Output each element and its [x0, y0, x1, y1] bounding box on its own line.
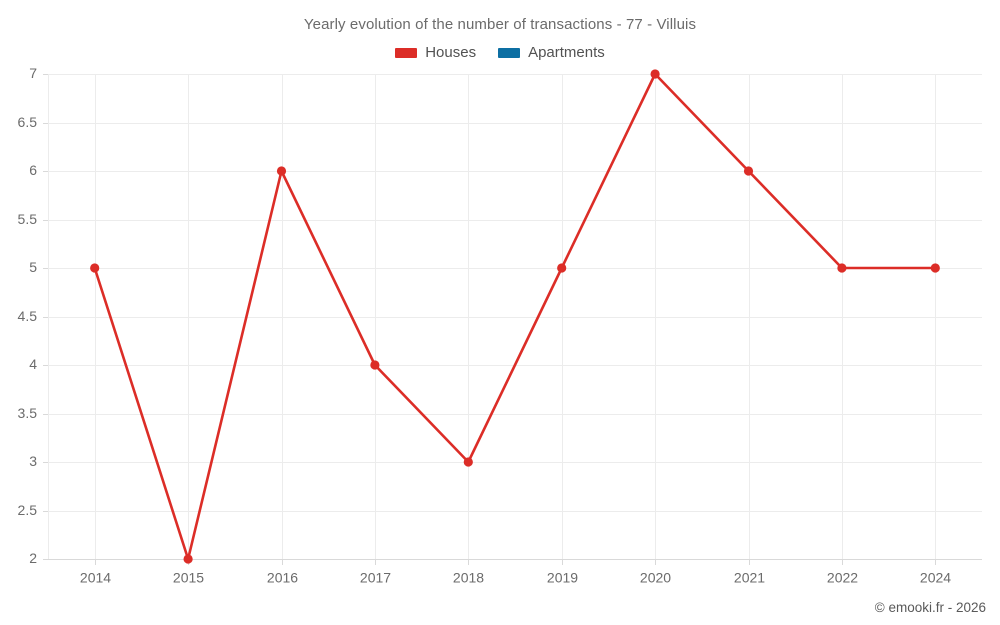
y-axis-tick-label: 2 [29, 550, 37, 566]
x-axis-tick-label: 2020 [640, 569, 671, 585]
y-axis-tick-label: 3.5 [18, 405, 38, 421]
legend-item-houses[interactable]: Houses [395, 44, 476, 61]
x-axis-tick-label: 2022 [827, 569, 858, 585]
x-axis-tick-label: 2018 [453, 569, 484, 585]
legend-label-apartments: Apartments [528, 44, 605, 61]
x-axis-tick-label: 2014 [80, 569, 111, 585]
legend-item-apartments[interactable]: Apartments [498, 44, 605, 61]
data-point[interactable] [370, 360, 380, 370]
legend-swatch-apartments [498, 47, 521, 58]
y-axis-tick-label: 3 [29, 453, 37, 469]
y-axis-tick-label: 2.5 [18, 502, 38, 518]
chart-legend: Houses Apartments [0, 44, 1000, 61]
data-point[interactable] [90, 263, 100, 273]
legend-swatch-houses [395, 47, 418, 58]
y-axis-tick-label: 5.5 [18, 211, 38, 227]
y-axis-tick-label: 5 [29, 259, 37, 275]
chart-title: Yearly evolution of the number of transa… [303, 16, 697, 33]
data-point[interactable] [650, 69, 660, 79]
legend-label-houses: Houses [425, 44, 477, 61]
x-axis-tick-label: 2016 [267, 569, 298, 585]
x-axis-tick-label: 2019 [547, 569, 578, 585]
data-point[interactable] [276, 166, 287, 176]
x-axis-tick-label: 2024 [920, 569, 951, 585]
x-axis-tick-label: 2021 [734, 569, 765, 585]
data-point[interactable] [557, 263, 567, 273]
credit-text: © emooki.fr - 2026 [874, 600, 986, 615]
y-axis-tick-label: 4 [29, 356, 37, 372]
x-axis-tick-label: 2015 [173, 569, 204, 585]
series-line-houses [93, 72, 937, 561]
y-axis-tick-label: 6 [29, 162, 37, 178]
data-point[interactable] [183, 554, 193, 564]
x-axis-tick-label: 2017 [360, 569, 391, 585]
data-point[interactable] [463, 457, 473, 467]
data-point[interactable] [930, 263, 940, 273]
y-axis-tick-label: 7 [29, 65, 37, 81]
data-point[interactable] [837, 263, 847, 273]
y-axis-tick-label: 4.5 [18, 308, 38, 324]
y-axis-tick-label: 6.5 [18, 114, 38, 130]
data-point[interactable] [743, 166, 754, 176]
